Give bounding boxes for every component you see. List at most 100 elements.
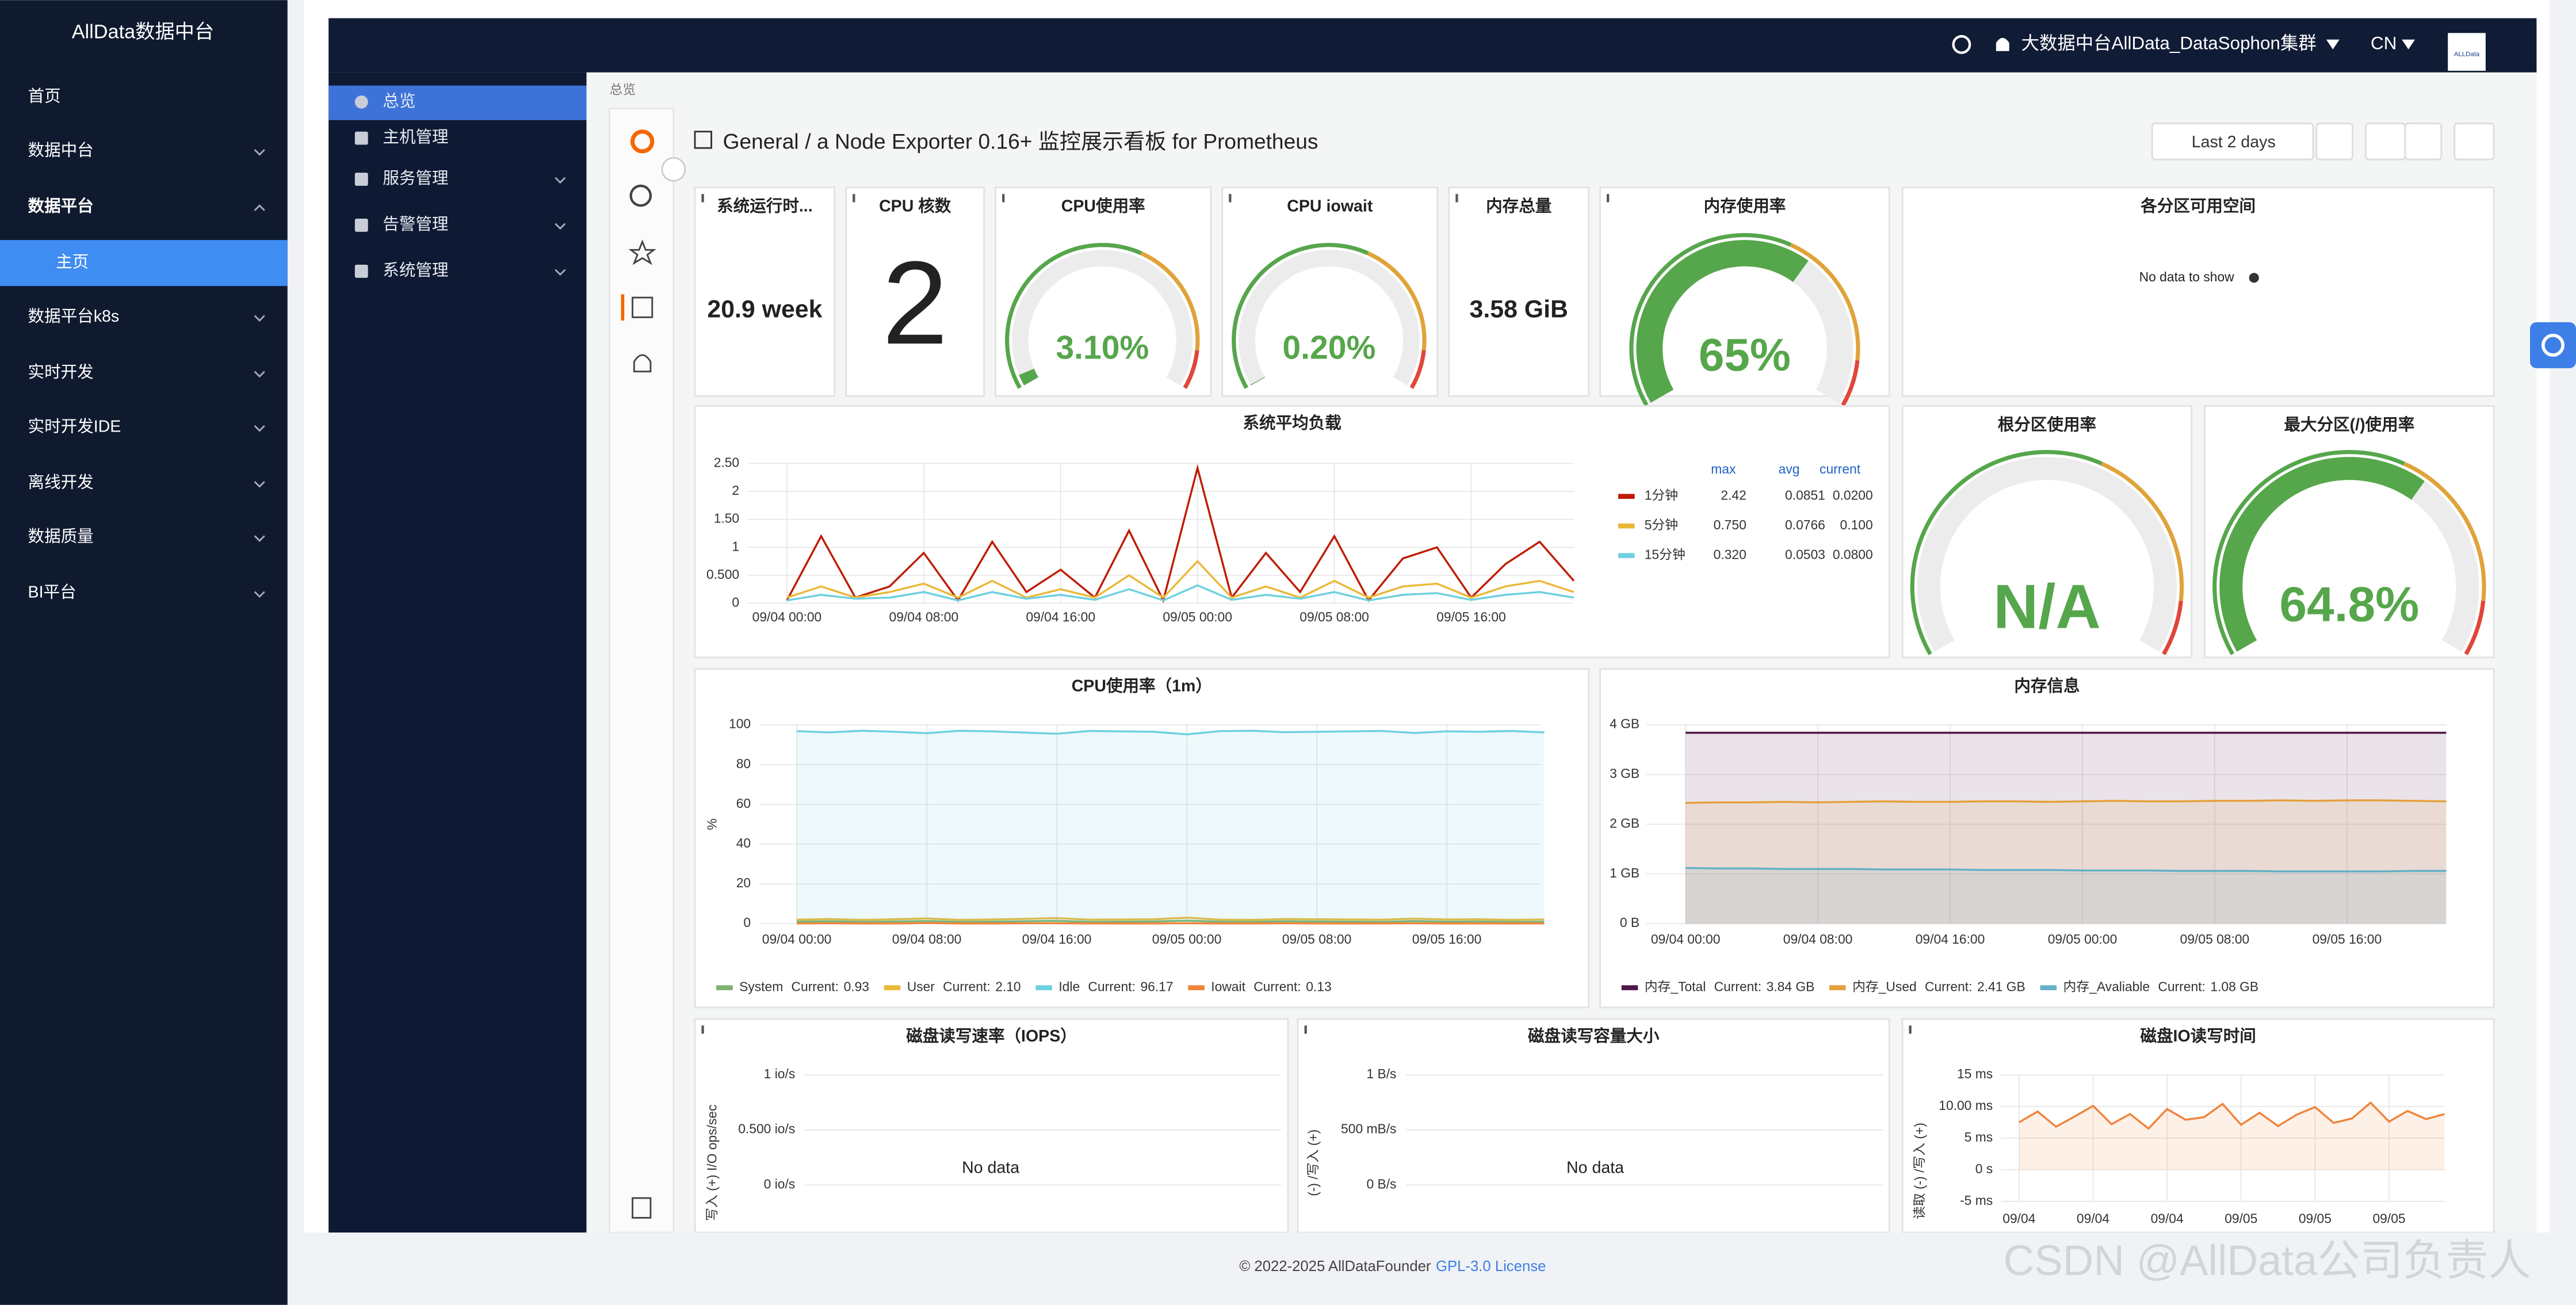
panel-title: CPU iowait [1287, 197, 1373, 216]
submenu-item[interactable]: 总览 [383, 92, 415, 110]
star-icon[interactable] [628, 239, 656, 265]
x-tick-label: 09/04 16:00 [1022, 932, 1092, 947]
legend-swatch [1829, 985, 1846, 990]
menu-item[interactable]: 主页 [56, 253, 89, 272]
menu-item[interactable]: 数据平台 [28, 197, 94, 216]
x-tick-label: 09/04 08:00 [892, 932, 962, 947]
dashboards-icon[interactable] [632, 296, 653, 318]
submenu-item[interactable]: 服务管理 [383, 169, 448, 188]
menu-item[interactable]: 数据平台k8s [28, 307, 120, 326]
panel [694, 1018, 1289, 1234]
tv-button[interactable] [2453, 122, 2495, 161]
folder[interactable]: General [723, 129, 799, 153]
menu-item[interactable]: 数据质量 [28, 528, 94, 546]
menu-item[interactable]: 首页 [28, 87, 61, 105]
series-line [797, 919, 1545, 923]
x-tick-label: 09/05 08:00 [1282, 932, 1352, 947]
legend-name: Iowait [1211, 979, 1245, 994]
gear-icon[interactable] [1952, 35, 1971, 54]
legend-prefix: Current: [1088, 979, 1135, 994]
y-axis-label: % [704, 818, 719, 830]
x-tick-label: 09/05 16:00 [2313, 932, 2382, 947]
panel-title: 根分区使用率 [1998, 415, 2096, 434]
area [1686, 732, 2447, 924]
x-tick-label: 09/05 08:00 [2180, 932, 2250, 947]
panel-title: 内存使用率 [1704, 197, 1786, 216]
chevron [555, 177, 566, 184]
menu-item[interactable]: 数据中台 [28, 142, 94, 160]
gauge-track [1012, 250, 1193, 386]
y-tick-label: 1 io/s [764, 1066, 796, 1081]
gauge-threshold [1183, 350, 1199, 389]
legend-prefix: Current: [2158, 979, 2205, 994]
submenu-item[interactable]: 主机管理 [383, 128, 448, 147]
gauge-threshold [1629, 233, 1792, 406]
panel [1448, 186, 1590, 397]
panel [845, 186, 985, 397]
panel-title: 内存信息 [2014, 677, 2080, 696]
search-icon[interactable] [629, 184, 652, 207]
lang[interactable]: CN [2371, 33, 2397, 54]
zoom-button[interactable] [2315, 122, 2354, 161]
signout-icon[interactable] [632, 1197, 652, 1219]
legend-name: 15分钟 [1645, 547, 1686, 562]
y-tick-label: 1 B/s [1366, 1066, 1396, 1081]
menu-item[interactable]: BI平台 [28, 583, 77, 602]
gauge-threshold [2464, 600, 2486, 655]
panel [694, 668, 1590, 1009]
cluster[interactable]: 大数据中台AllData_DataSophon集群 [2021, 33, 2317, 54]
legend-value: 0.750 [1714, 517, 1746, 532]
area [1686, 800, 2447, 924]
watermark: CSDN @AllData公司负责人 [2004, 1237, 2531, 1284]
x-tick-label: 09/04 08:00 [889, 609, 959, 624]
legend-name: 内存_Total [1645, 979, 1706, 994]
expand-button[interactable] [661, 157, 686, 182]
panel [1901, 1018, 2495, 1234]
y-tick-label: 20 [736, 875, 751, 890]
x-tick-label: 09/05 [2299, 1211, 2332, 1226]
panel-title: 内存总量 [1486, 197, 1551, 216]
bell-icon[interactable] [1996, 37, 2009, 51]
refresh-menu[interactable] [2404, 122, 2443, 161]
gauge-label: 64.8% [2279, 577, 2419, 632]
legend-name: Idle [1058, 979, 1080, 994]
refresh-button[interactable] [2365, 122, 2406, 161]
panel-title: CPU 核数 [879, 197, 951, 216]
y-tick-label: 2.50 [714, 455, 739, 470]
y-tick-label: 80 [736, 756, 751, 771]
gauge-threshold [2212, 450, 2405, 655]
legend-header: current [1820, 461, 1861, 476]
gauge-threshold [1140, 251, 1200, 351]
info-icon [1909, 1025, 1912, 1034]
info-icon [701, 1025, 704, 1034]
dashboard-title[interactable]: / a Node Exporter 0.16+ 监控展示看板 for Prome… [805, 129, 1318, 153]
sidebar [0, 0, 288, 1305]
footer-license[interactable]: GPL-3.0 License [1436, 1258, 1546, 1275]
legend-name: User [907, 979, 935, 994]
y-tick-label: -5 ms [1960, 1193, 1993, 1208]
chevron [254, 315, 265, 322]
alert-icon[interactable] [633, 354, 652, 373]
menu-item[interactable]: 离线开发 [28, 473, 94, 491]
stat-value: 2 [882, 236, 948, 369]
submenu-active [328, 85, 587, 120]
chevron [254, 480, 265, 488]
menu-item[interactable]: 实时开发IDE [28, 417, 121, 436]
x-tick-label: 09/05 00:00 [1152, 932, 1222, 947]
x-tick-label: 09/04 08:00 [1783, 932, 1853, 947]
settings-float[interactable] [2530, 322, 2576, 368]
submenu [328, 72, 587, 1233]
menu-item[interactable]: 实时开发 [28, 363, 94, 381]
gauge-threshold [2162, 600, 2183, 655]
legend-swatch [884, 985, 901, 990]
y-tick-label: 0 B/s [1366, 1176, 1396, 1191]
time-picker[interactable] [2151, 122, 2314, 161]
submenu-item[interactable]: 系统管理 [383, 261, 448, 280]
y-tick-label: 3 GB [1610, 766, 1639, 781]
grafana-logo[interactable] [630, 129, 655, 154]
y-tick-label: 0 B [1620, 915, 1639, 930]
submenu-item[interactable]: 告警管理 [383, 215, 448, 234]
series-line [797, 917, 1545, 921]
panel [1599, 668, 2495, 1009]
